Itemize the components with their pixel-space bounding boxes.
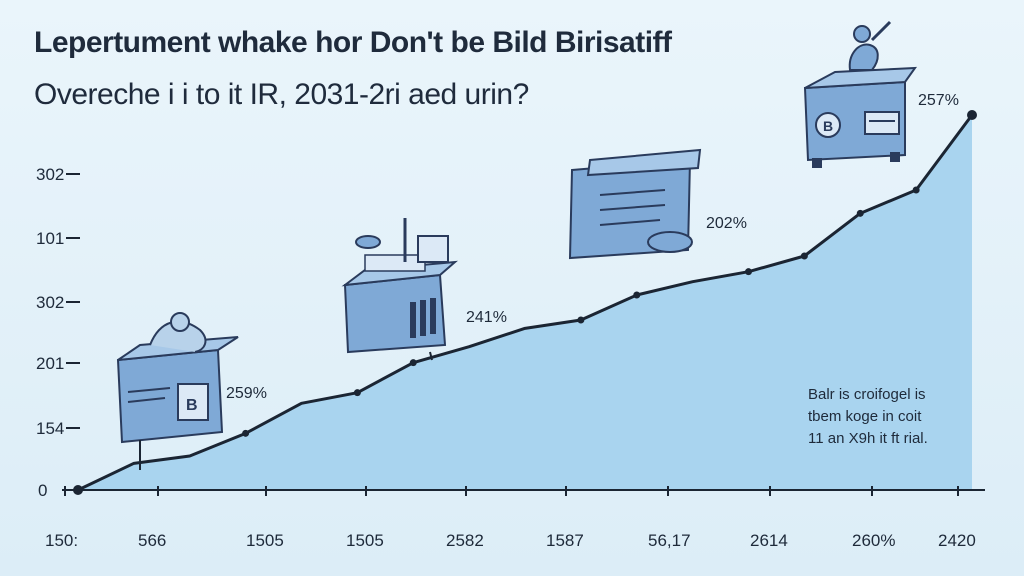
data-point [912,186,920,194]
series-line [77,114,974,492]
x-tick-label: 260% [852,531,895,550]
machine-illustration [341,218,458,361]
x-tick-label: 566 [138,531,166,550]
bitcoin-icon: B [823,118,833,134]
chart-title: Lepertument whake hor Don't be Bild Biri… [34,26,672,59]
data-label: 259% [226,385,267,402]
x-tick-label: 1587 [546,531,584,550]
vault-illustration: B [803,20,918,168]
x-tick-label: 2420 [938,531,976,550]
y-tick-label: 101 [36,229,64,248]
x-tick-label: 56,17 [648,531,691,550]
chart-annotation: Balr is croifogel is tbem koge in coit 1… [808,384,978,450]
data-point [409,359,417,367]
x-tick-label: 1505 [246,531,284,550]
data-point [353,389,361,397]
data-point [967,110,977,120]
y-tick-label: 154 [36,419,64,438]
box-illustration: B [116,312,239,470]
annotation-line: 11 an X9h it ft rial. [808,430,928,447]
data-point [800,252,808,260]
data-point [577,316,585,324]
data-label: 257% [918,92,959,109]
y-tick-label: 302 [36,293,64,312]
annotation-line: Balr is croifogel is [808,386,926,403]
data-label: 202% [706,215,747,232]
x-tick-label: 1505 [346,531,384,550]
y-tick-label: 0 [38,481,47,500]
x-tick-label: 150: [45,531,78,550]
annotation-line: tbem koge in coit [808,408,922,425]
data-label: 241% [466,309,507,326]
chart-subtitle: Overeche i i to it IR, 2031-2ri aed urin… [34,78,529,111]
area-fill [78,115,972,490]
data-point [633,291,641,299]
document-illustration [568,148,702,260]
data-point [242,429,250,437]
y-tick-label: 302 [36,165,64,184]
y-tick-label: 201 [36,354,64,373]
x-tick-label: 2614 [750,531,788,550]
bitcoin-icon: B [186,397,198,414]
data-point [856,209,864,217]
data-point [745,268,752,276]
x-tick-label: 2582 [446,531,484,550]
